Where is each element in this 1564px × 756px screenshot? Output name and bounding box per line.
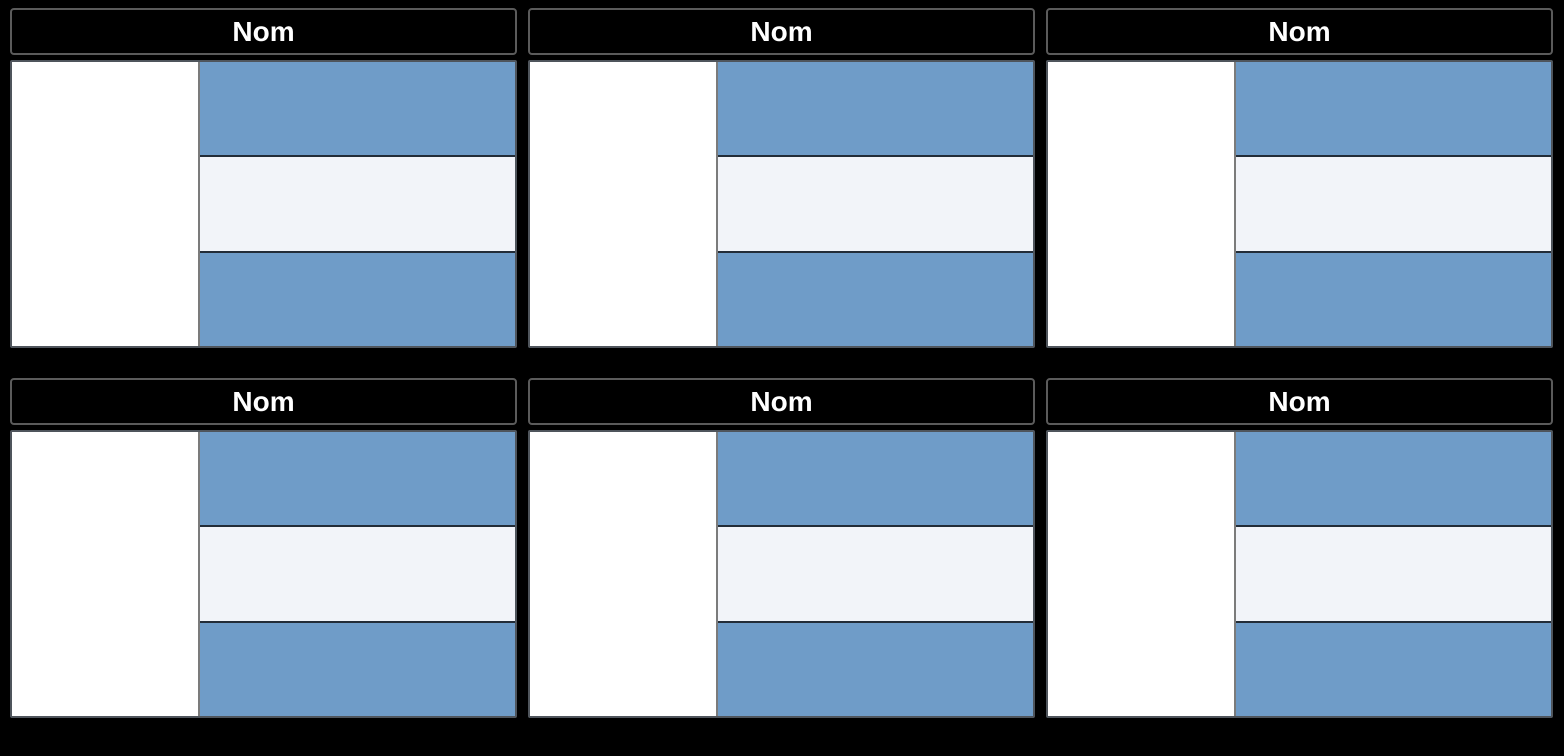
cell-canvas[interactable] <box>528 430 1035 718</box>
cell-title-bar[interactable]: Nom <box>1046 378 1553 425</box>
cell-canvas[interactable] <box>1046 60 1553 348</box>
storyboard-cell: Nom <box>1046 378 1553 718</box>
stripe-bottom <box>718 622 1033 716</box>
stripe-panel <box>1236 62 1551 346</box>
stripe-panel <box>200 432 515 716</box>
stripe-panel <box>718 62 1033 346</box>
cell-title: Nom <box>750 385 813 417</box>
description-pane <box>1048 62 1237 346</box>
description-pane <box>530 432 719 716</box>
stripe-top <box>718 62 1033 156</box>
stripe-bottom <box>1236 622 1551 716</box>
stripe-top <box>1236 432 1551 526</box>
cell-title: Nom <box>232 385 295 417</box>
cell-canvas[interactable] <box>10 60 517 348</box>
stripe-middle <box>718 155 1033 253</box>
cell-title-bar[interactable]: Nom <box>528 378 1035 425</box>
storyboard-cell: Nom <box>1046 8 1553 348</box>
stripe-middle <box>1236 525 1551 623</box>
description-pane <box>1048 432 1237 716</box>
stripe-middle <box>200 155 515 253</box>
description-pane <box>12 432 201 716</box>
cell-title: Nom <box>750 15 813 47</box>
storyboard-cell: Nom <box>10 8 517 348</box>
stripe-top <box>718 432 1033 526</box>
cell-title-bar[interactable]: Nom <box>10 378 517 425</box>
storyboard-cell: Nom <box>528 378 1035 718</box>
cell-title: Nom <box>1268 385 1331 417</box>
stripe-top <box>200 432 515 526</box>
stripe-bottom <box>1236 252 1551 346</box>
stripe-panel <box>200 62 515 346</box>
cell-canvas[interactable] <box>10 430 517 718</box>
stripe-middle <box>200 525 515 623</box>
stripe-top <box>1236 62 1551 156</box>
stripe-top <box>200 62 515 156</box>
stripe-panel <box>1236 432 1551 716</box>
cell-canvas[interactable] <box>1046 430 1553 718</box>
storyboard-cell: Nom <box>528 8 1035 348</box>
description-pane <box>12 62 201 346</box>
storyboard-cell: Nom <box>10 378 517 718</box>
cell-title-bar[interactable]: Nom <box>1046 8 1553 55</box>
stripe-bottom <box>718 252 1033 346</box>
stripe-bottom <box>200 252 515 346</box>
cell-title-bar[interactable]: Nom <box>528 8 1035 55</box>
stripe-bottom <box>200 622 515 716</box>
cell-title: Nom <box>1268 15 1331 47</box>
stripe-middle <box>718 525 1033 623</box>
cell-title-bar[interactable]: Nom <box>10 8 517 55</box>
description-pane <box>530 62 719 346</box>
storyboard-grid: Nom Nom Nom <box>10 8 1553 718</box>
cell-title: Nom <box>232 15 295 47</box>
cell-canvas[interactable] <box>528 60 1035 348</box>
stripe-middle <box>1236 155 1551 253</box>
stripe-panel <box>718 432 1033 716</box>
